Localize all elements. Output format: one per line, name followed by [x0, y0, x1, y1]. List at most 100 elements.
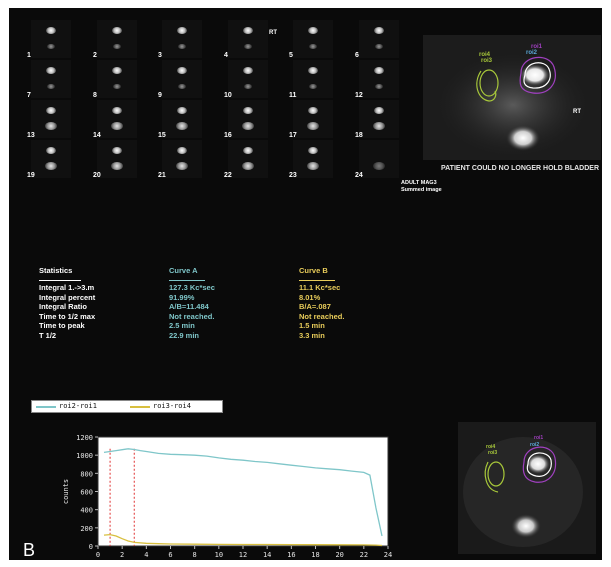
stats-underline: [39, 280, 81, 281]
y-tick-label: 1000: [76, 452, 93, 460]
frame-number: 24: [355, 172, 363, 179]
kidney-activity: [177, 147, 187, 154]
frame-thumbnail: [359, 100, 399, 138]
curve-a-value: 127.3 Kc*sec: [169, 283, 215, 292]
legend-swatch-b: [130, 406, 150, 408]
small-roi2-label: roi2: [530, 442, 540, 448]
frame-thumbnail: [293, 20, 333, 58]
kidney-activity: [308, 67, 318, 74]
bladder-activity: [309, 84, 317, 89]
kidney-activity: [308, 147, 318, 154]
frame-thumbnail: [228, 60, 268, 98]
y-tick-label: 600: [80, 489, 93, 497]
kidney-hotspot: [520, 64, 550, 86]
frame-number: 8: [93, 92, 97, 99]
nuclear-medicine-figure: 1 2 3 4 5 6 7 8 9 10 11 12 13 14 15 16 17 18 19 20 21 22 23 24 …: [9, 8, 602, 560]
small-roi1-outline: [522, 446, 557, 483]
x-tick-label: 20: [335, 551, 343, 559]
x-tick-label: 2: [120, 551, 124, 559]
bladder-activity: [178, 84, 186, 89]
frame-number: 6: [355, 52, 359, 59]
curve-b-value: 1.5 min: [299, 321, 325, 331]
small-roi-image-svg: [463, 437, 583, 547]
x-tick-label: 12: [239, 551, 247, 559]
frame-thumbnail: [31, 100, 71, 138]
frame-number: 15: [158, 132, 166, 139]
frame-number: 12: [355, 92, 363, 99]
frame-number: 1: [27, 52, 31, 59]
frame-thumbnail: [293, 140, 333, 178]
bladder-activity: [178, 44, 186, 49]
panel-letter: B: [23, 540, 36, 560]
x-tick-label: 8: [193, 551, 197, 559]
small-background: [463, 437, 583, 547]
stats-row-label: Integral 1.->3.m: [39, 283, 95, 292]
plot-area: [97, 436, 389, 547]
kidney-activity: [112, 67, 122, 74]
bladder-hotspot: [506, 125, 540, 151]
frame-number: 5: [289, 52, 293, 59]
roi-rt-label: RT: [573, 109, 581, 115]
frame-thumbnail: [31, 140, 71, 178]
frame-thumbnail: [31, 60, 71, 98]
kidney-activity: [46, 147, 56, 154]
x-tick-label: 16: [287, 551, 295, 559]
curve-a-header: Curve A: [169, 266, 198, 275]
kidney-activity: [46, 67, 56, 74]
frame-thumbnail: [359, 20, 399, 58]
curve-a-underline: [169, 280, 205, 281]
stats-header: Statistics: [39, 266, 73, 275]
kidney-activity: [243, 107, 253, 114]
bladder-activity: [244, 84, 252, 89]
frame-thumbnail: [31, 20, 71, 58]
kidney-activity: [112, 27, 122, 34]
x-tick-label: 22: [360, 551, 368, 559]
frame-number: 4: [224, 52, 228, 59]
bladder-activity: [113, 84, 121, 89]
bladder-activity: [244, 44, 252, 49]
frame-thumbnail: [228, 100, 268, 138]
curve-b-underline: [299, 280, 335, 281]
kidney-activity: [374, 67, 384, 74]
frame-number: 20: [93, 172, 101, 179]
frame-number: 23: [289, 172, 297, 179]
curve-a-value: Not reached.: [169, 311, 215, 321]
small-roi3-label: roi3: [488, 450, 498, 456]
stats-row-label: Time to 1/2 max: [39, 311, 96, 321]
bladder-activity: [375, 44, 383, 49]
x-tick-label: 10: [215, 551, 223, 559]
bladder-activity: [307, 122, 319, 130]
bladder-activity: [373, 122, 385, 130]
kidney-activity: [112, 147, 122, 154]
x-tick-label: 24: [384, 551, 392, 559]
chart-legend: roi2-roi1 roi3-roi4: [31, 400, 223, 413]
summed-roi-image: roi4 roi3 roi2 roi1 RT: [423, 35, 601, 160]
bladder-activity: [373, 162, 385, 170]
kidney-activity: [243, 67, 253, 74]
curve-a-value: 91.99%: [169, 292, 195, 302]
curve-b-value: 11.1 Kc*sec: [299, 283, 341, 292]
kidney-activity: [374, 27, 384, 34]
curve-a-value: 22.9 min: [169, 331, 200, 340]
bladder-activity: [242, 122, 254, 130]
kidney-activity: [46, 107, 56, 114]
frame-number: 22: [224, 172, 232, 179]
y-tick-label: 800: [80, 470, 93, 478]
bladder-activity: [176, 122, 188, 130]
background-activity: [433, 50, 593, 160]
roi3-outline: [479, 69, 499, 97]
small-bladder-hotspot: [511, 514, 541, 538]
frame-thumbnail: [97, 100, 137, 138]
x-tick-label: 6: [168, 551, 172, 559]
kidney-activity: [46, 27, 56, 34]
curve-b-value: B/A=.087: [299, 302, 331, 312]
frame-thumbnail: [162, 100, 202, 138]
kidney-activity: [177, 27, 187, 34]
kidney-activity: [177, 67, 187, 74]
roi2-outline: [523, 62, 551, 89]
small-roi1-label: roi1: [534, 435, 544, 441]
bladder-activity: [176, 162, 188, 170]
frame-number: 14: [93, 132, 101, 139]
bladder-activity: [111, 162, 123, 170]
